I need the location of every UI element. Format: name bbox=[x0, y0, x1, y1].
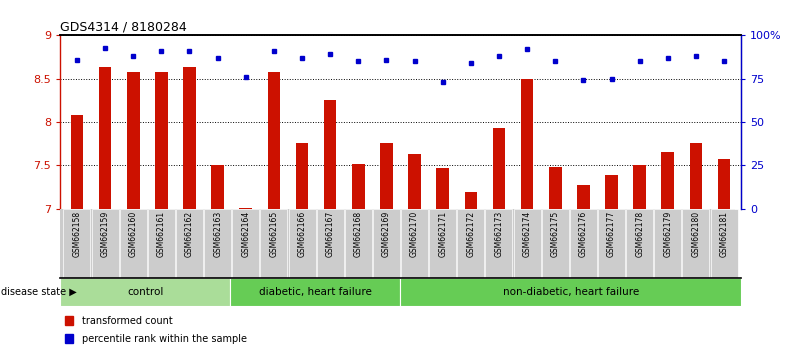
Bar bbox=[598, 209, 625, 278]
Text: percentile rank within the sample: percentile rank within the sample bbox=[82, 334, 247, 344]
Text: disease state ▶: disease state ▶ bbox=[1, 287, 77, 297]
Bar bbox=[437, 168, 449, 209]
Bar bbox=[232, 209, 260, 278]
Bar bbox=[239, 208, 252, 209]
Text: diabetic, heart failure: diabetic, heart failure bbox=[259, 287, 372, 297]
Bar bbox=[344, 209, 372, 278]
Text: GSM662162: GSM662162 bbox=[185, 211, 194, 257]
Bar bbox=[690, 143, 702, 209]
Text: GSM662175: GSM662175 bbox=[551, 211, 560, 257]
Bar bbox=[373, 209, 400, 278]
Bar bbox=[570, 209, 597, 278]
Bar bbox=[296, 143, 308, 209]
Bar bbox=[577, 184, 590, 209]
Text: GSM662180: GSM662180 bbox=[691, 211, 700, 257]
Bar bbox=[268, 72, 280, 209]
Bar bbox=[176, 209, 203, 278]
Bar bbox=[70, 115, 83, 209]
Bar bbox=[65, 334, 74, 343]
Bar bbox=[91, 209, 119, 278]
Text: GSM662161: GSM662161 bbox=[157, 211, 166, 257]
Bar bbox=[409, 154, 421, 209]
Bar bbox=[231, 278, 400, 306]
Bar bbox=[662, 153, 674, 209]
Bar bbox=[457, 209, 485, 278]
Bar bbox=[549, 167, 562, 209]
Bar bbox=[682, 209, 710, 278]
Bar bbox=[493, 128, 505, 209]
Bar bbox=[606, 175, 618, 209]
Text: GSM662165: GSM662165 bbox=[269, 211, 279, 257]
Text: non-diabetic, heart failure: non-diabetic, heart failure bbox=[502, 287, 639, 297]
Bar bbox=[521, 79, 533, 209]
Bar bbox=[541, 209, 569, 278]
Bar bbox=[634, 166, 646, 209]
Bar bbox=[119, 209, 147, 278]
Bar bbox=[148, 209, 175, 278]
Text: GSM662160: GSM662160 bbox=[129, 211, 138, 257]
Bar bbox=[63, 209, 91, 278]
Text: GSM662159: GSM662159 bbox=[101, 211, 110, 257]
Bar bbox=[401, 209, 428, 278]
Text: GSM662174: GSM662174 bbox=[522, 211, 532, 257]
Bar bbox=[183, 68, 195, 209]
Text: GSM662164: GSM662164 bbox=[241, 211, 250, 257]
Bar bbox=[718, 159, 731, 209]
Bar bbox=[211, 166, 224, 209]
Text: GDS4314 / 8180284: GDS4314 / 8180284 bbox=[60, 21, 187, 34]
Bar bbox=[65, 316, 74, 325]
Bar bbox=[710, 209, 738, 278]
Text: GSM662178: GSM662178 bbox=[635, 211, 644, 257]
Bar bbox=[288, 209, 316, 278]
Text: GSM662166: GSM662166 bbox=[297, 211, 307, 257]
Text: GSM662173: GSM662173 bbox=[494, 211, 504, 257]
Bar bbox=[155, 72, 167, 209]
Bar bbox=[429, 209, 457, 278]
Bar bbox=[465, 192, 477, 209]
Bar bbox=[513, 209, 541, 278]
Bar bbox=[127, 72, 139, 209]
Bar bbox=[654, 209, 682, 278]
Bar bbox=[324, 101, 336, 209]
Text: GSM662168: GSM662168 bbox=[354, 211, 363, 257]
Text: GSM662181: GSM662181 bbox=[719, 211, 729, 257]
Text: GSM662172: GSM662172 bbox=[466, 211, 475, 257]
Text: GSM662176: GSM662176 bbox=[579, 211, 588, 257]
Text: GSM662167: GSM662167 bbox=[326, 211, 335, 257]
Bar bbox=[626, 209, 653, 278]
Bar bbox=[204, 209, 231, 278]
Bar bbox=[60, 278, 231, 306]
Bar bbox=[485, 209, 513, 278]
Text: control: control bbox=[127, 287, 163, 297]
Text: GSM662170: GSM662170 bbox=[410, 211, 419, 257]
Text: GSM662179: GSM662179 bbox=[663, 211, 672, 257]
Bar bbox=[352, 164, 364, 209]
Bar bbox=[99, 68, 111, 209]
Text: GSM662158: GSM662158 bbox=[72, 211, 82, 257]
Text: GSM662177: GSM662177 bbox=[607, 211, 616, 257]
Bar bbox=[400, 278, 741, 306]
Bar bbox=[316, 209, 344, 278]
Text: GSM662169: GSM662169 bbox=[382, 211, 391, 257]
Bar bbox=[260, 209, 288, 278]
Bar bbox=[380, 143, 392, 209]
Text: transformed count: transformed count bbox=[82, 316, 172, 326]
Text: GSM662163: GSM662163 bbox=[213, 211, 222, 257]
Text: GSM662171: GSM662171 bbox=[438, 211, 447, 257]
